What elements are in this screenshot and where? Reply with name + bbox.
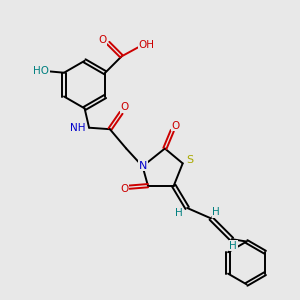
Text: H: H [175,208,183,218]
Text: O: O [99,35,107,45]
Text: OH: OH [138,40,154,50]
Text: O: O [121,103,129,112]
Text: O: O [171,121,179,130]
Text: H: H [229,241,237,251]
Text: N: N [139,161,147,171]
Text: S: S [187,155,194,165]
Text: H: H [212,207,220,218]
Text: NH: NH [70,123,86,133]
Text: HO: HO [33,66,49,76]
Text: O: O [120,184,128,194]
